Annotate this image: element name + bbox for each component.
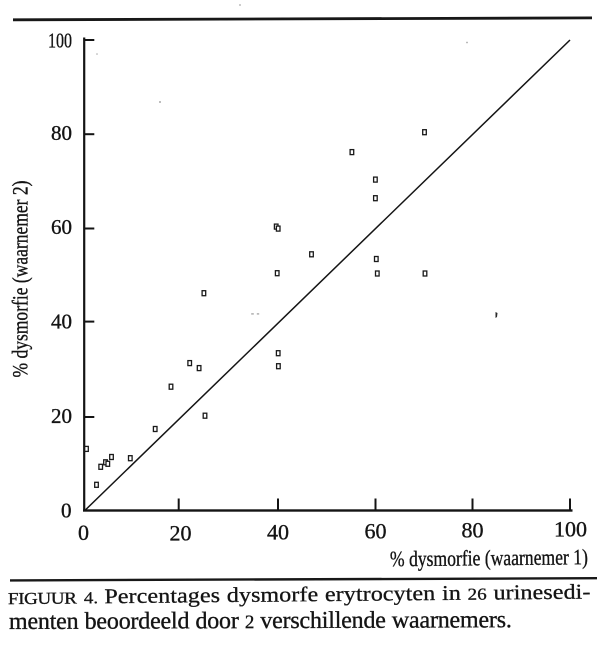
svg-text:60: 60	[51, 215, 72, 239]
svg-text:40: 40	[51, 309, 72, 333]
svg-text:% dysmorfie (waarnemer 1): % dysmorfie (waarnemer 1)	[390, 544, 588, 571]
svg-text:0: 0	[61, 498, 72, 522]
svg-text:80: 80	[462, 517, 484, 542]
svg-text:% dysmorfie (waarnemer 2): % dysmorfie (waarnemer 2)	[8, 181, 33, 378]
svg-text:0: 0	[78, 520, 89, 545]
svg-text:20: 20	[51, 404, 72, 428]
svg-text:100: 100	[554, 517, 587, 542]
svg-text:60: 60	[365, 518, 387, 543]
svg-text:80: 80	[51, 121, 72, 145]
svg-text:40: 40	[267, 519, 289, 544]
svg-text:100: 100	[48, 29, 72, 53]
svg-text:20: 20	[170, 520, 192, 545]
